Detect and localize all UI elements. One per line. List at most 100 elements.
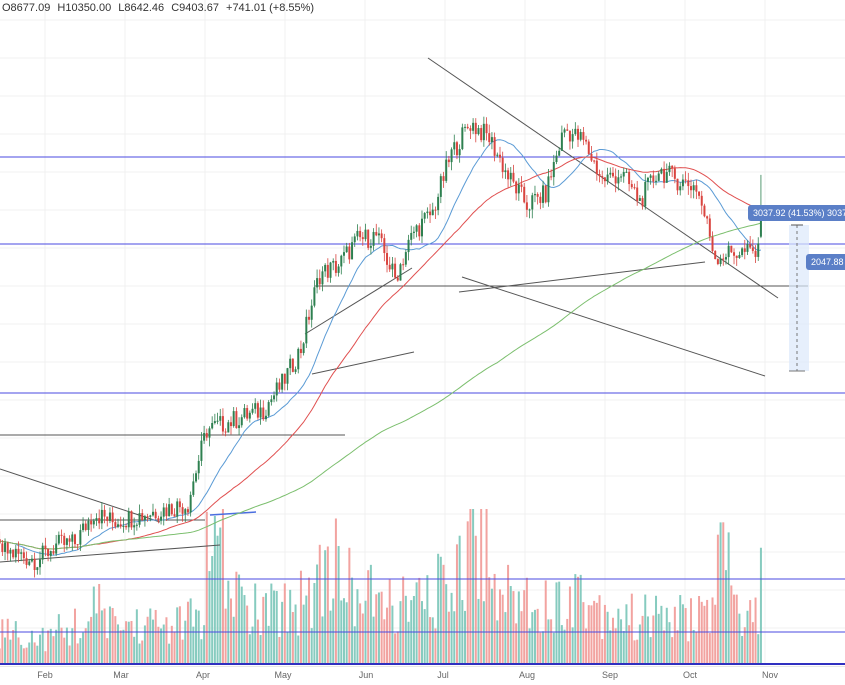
volume-bar [313,583,316,664]
candle-body [757,243,760,257]
candle-body [286,368,289,384]
volume-bar [517,591,520,664]
candle-body [186,509,189,513]
trend-line [304,267,413,335]
volume-bar [595,602,598,664]
volume-bar [63,637,66,664]
candle-body [410,232,413,240]
volume-bar [200,639,203,664]
candle-body [542,185,545,203]
candle-body [741,248,744,256]
candle-body [79,530,82,545]
x-tick: Jun [358,670,374,680]
volume-bar [305,595,308,664]
candle-body [141,513,144,520]
candle-body [394,263,397,278]
volume-bar [391,605,394,664]
volume-bar [367,570,370,664]
candle-body [302,343,305,354]
candle-body [692,185,695,191]
volume-bar [302,604,305,664]
candle-body [211,423,214,429]
volume-bar [273,590,276,664]
volume-bar [396,631,399,664]
candle-body [351,242,354,260]
volume-bar [108,606,111,664]
volume-bar [49,628,52,664]
candle-body [630,184,633,188]
volume-bar [555,582,558,664]
volume-bar [111,607,114,664]
volume-bar [733,594,736,664]
candle-body [517,184,520,194]
candle-body [119,524,122,527]
candle-body [708,218,711,237]
candle-body [429,211,432,216]
volume-bar [230,598,232,664]
candle-body [243,408,246,418]
moving-average-20 [0,139,762,556]
volume-bar [246,605,249,664]
volume-bar [714,604,717,664]
volume-bar [348,547,351,664]
volume-bar [243,595,246,664]
candle-body [490,137,493,143]
volume-bar [499,589,501,664]
candle-body [733,252,736,256]
volume-bar [262,596,265,664]
volume-bar [757,634,760,664]
time-axis[interactable] [0,666,845,685]
volume-bar [219,527,222,664]
candle-body [205,433,208,438]
candle-body [25,558,28,565]
candle-body [628,171,631,185]
volume-bar [151,619,154,664]
candle-body [224,431,227,433]
volume-bar [630,593,633,664]
volume-bar [71,628,74,664]
volume-bar [585,628,588,664]
candle-body [426,211,429,214]
volume-bar [746,610,749,664]
candle-body [262,407,265,420]
candle-body [386,253,389,265]
volume-bar [501,594,504,664]
volume-bar [668,622,671,664]
volume-bar [469,509,472,664]
candle-body [219,416,222,421]
candle-body [719,258,722,265]
volume-bar [533,609,536,664]
candle-body [92,520,95,525]
candle-body [730,245,733,253]
volume-bar [251,626,254,664]
candle-body [442,176,445,181]
volume-bar [289,589,292,664]
volume-bar [211,556,214,664]
volume-bar [160,628,163,664]
measure-tool[interactable] [789,224,809,372]
volume-bar [735,594,738,664]
candle-body [82,523,85,531]
volume-bar [297,635,300,664]
candle-body [278,382,281,390]
volume-bar [197,610,200,664]
candle-body [95,518,98,521]
volume-bar [611,617,614,664]
candle-body [539,196,542,203]
volume-bar [711,597,714,664]
volume-bar [601,639,604,664]
volume-bar [743,627,746,664]
volume-bar [138,643,141,664]
candle-body [332,260,335,263]
volume-bar [281,601,284,664]
volume-bar [324,550,327,664]
candle-body [246,408,249,419]
candle-body [622,171,625,177]
candle-body [57,534,60,544]
volume-bar [394,633,397,664]
candle-body [310,305,313,320]
candle-body [316,278,319,288]
candle-body [749,244,752,248]
candle-body [418,225,421,237]
